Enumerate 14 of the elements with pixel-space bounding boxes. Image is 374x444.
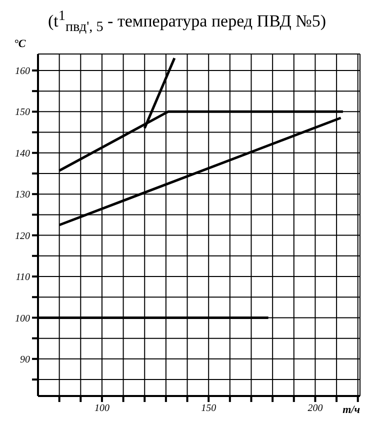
y-tick-label: 160 <box>15 66 30 78</box>
y-tick-label: 150 <box>15 107 30 118</box>
y-tick-label: 130 <box>15 190 30 201</box>
y-tick-label: 110 <box>16 272 30 284</box>
x-axis-title: т/ч <box>342 404 360 416</box>
y-tick-label: 90 <box>20 354 30 366</box>
x-tick-label: 100 <box>94 403 110 414</box>
y-axis-title: °C <box>14 38 26 50</box>
y-tick-label: 100 <box>15 313 30 324</box>
y-tick-label: 140 <box>15 148 30 160</box>
x-tick-label: 150 <box>201 403 216 414</box>
x-tick-label: 200 <box>308 403 323 414</box>
y-tick-label: 120 <box>15 230 30 242</box>
chart-title: (t$^{1}$$_{пвд', 5}$ - температура перед ПВД №5) <box>47 8 327 36</box>
